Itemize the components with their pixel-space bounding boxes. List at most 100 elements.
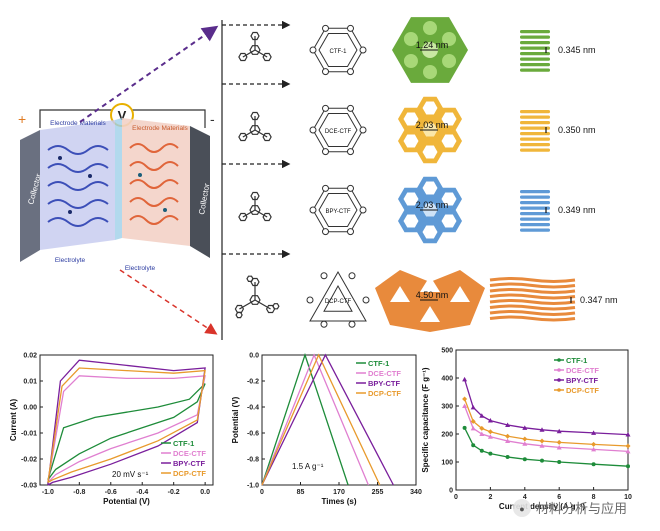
- plus-sign: +: [18, 111, 26, 127]
- x-tick-label: 0: [260, 489, 264, 496]
- x-axis-label: Potential (V): [103, 497, 150, 506]
- data-point: [462, 396, 468, 402]
- right-electrode-block: [122, 118, 190, 246]
- right-electrode-label: Electrode Materials: [132, 125, 188, 132]
- data-point: [479, 413, 485, 418]
- data-point: [522, 436, 528, 442]
- y-axis-label: Specific capacitance (F g⁻¹): [421, 367, 430, 472]
- data-point: [591, 462, 596, 467]
- y-tick-label: 0.02: [23, 353, 37, 360]
- left-electrode-layers: [47, 145, 109, 227]
- y-tick-label: -0.01: [21, 431, 37, 438]
- data-point: [591, 441, 597, 447]
- chart-rate: 0 2 4 6 8 10 500 400 300 200 100 0 Current density (…: [421, 348, 632, 512]
- data-point: [625, 432, 631, 437]
- y-tick-label: 300: [441, 404, 453, 411]
- data-point: [470, 425, 476, 431]
- data-point: [487, 429, 493, 435]
- interlayer-spacing-label: 0.349 nm: [558, 205, 596, 215]
- y-tick-label: 0.0: [249, 353, 259, 360]
- structure-row-bpy-ctf: BPY-CTF 2.03 nm 0.349 nm: [238, 176, 596, 244]
- data-point: [470, 404, 476, 410]
- data-point: [479, 431, 485, 436]
- supercapacitor-schematic: V + - Collector Electrode Materials Elec…: [18, 103, 215, 272]
- data-point: [479, 448, 484, 453]
- pore-model-icon: [375, 270, 485, 332]
- interlayer-spacing-label: 0.347 nm: [580, 295, 618, 305]
- framework-name-label: DCE-CTF: [325, 129, 352, 135]
- x-tick-label: 10: [624, 494, 632, 501]
- series-line-dce-ctf: [463, 405, 629, 453]
- data-point: [505, 454, 510, 459]
- framework-ring-icon: [309, 184, 367, 236]
- y-tick-label: 100: [441, 460, 453, 467]
- left-electrolyte-label: Electrolyte: [55, 257, 86, 264]
- data-point: [488, 451, 493, 456]
- ion-dots: [58, 156, 167, 214]
- data-point: [539, 438, 545, 444]
- pore-size-label: 4.50 nm: [416, 290, 449, 300]
- data-point: [470, 418, 476, 424]
- data-point: [625, 443, 631, 449]
- data-point: [471, 443, 476, 448]
- series-line-dcp-ctf: [463, 398, 629, 447]
- minus-sign: -: [210, 111, 215, 127]
- y-tick-label: -0.02: [21, 457, 37, 464]
- data-point: [522, 441, 528, 446]
- left-electrode-label: Electrode Materials: [50, 120, 106, 127]
- framework-name-label: DCP-CTF: [325, 299, 352, 305]
- plot-frame: [39, 354, 214, 486]
- monomer-icon: [238, 31, 272, 62]
- x-tick-label: 0.0: [200, 489, 210, 496]
- legend-label: DCP-CTF: [173, 469, 206, 478]
- structure-rows: CTF-1 1.24 nm 0.345 nm DCE-CTF 2.03 nm 0.350 …: [234, 17, 618, 332]
- y-tick-label: 200: [441, 432, 453, 439]
- data-point: [625, 448, 631, 454]
- x-tick-label: -0.8: [73, 489, 85, 496]
- interlayer-stack-icon: [520, 30, 550, 72]
- left-collector: [20, 130, 40, 262]
- framework-ring-icon: [309, 104, 367, 156]
- left-electrode-block: [40, 120, 115, 250]
- x-tick-label: 340: [410, 489, 422, 496]
- x-tick-label: 2: [488, 494, 492, 501]
- purple-dashed-arrow: [79, 25, 219, 123]
- right-electrode-layers: [129, 143, 179, 225]
- pore-size-label: 2.03 nm: [416, 200, 449, 210]
- x-axis-label: Current density (A g⁻¹): [499, 502, 585, 511]
- monomer-icon: [238, 111, 272, 142]
- y-axis-label: Potential (V): [231, 396, 240, 443]
- series-line-dcp-ctf: [47, 367, 206, 483]
- framework-name-label: BPY-CTF: [325, 209, 350, 215]
- framework-name-label: CTF-1: [330, 49, 348, 55]
- series-line-bpy-ctf: [261, 353, 394, 486]
- plot-frame: [455, 349, 629, 491]
- interlayer-spacing-label: 0.345 nm: [558, 45, 596, 55]
- structure-row-ctf-1: CTF-1 1.24 nm 0.345 nm: [238, 17, 596, 83]
- x-tick-label: 4: [523, 494, 527, 501]
- separator-membrane: [115, 118, 122, 240]
- data-point: [487, 434, 493, 439]
- row-arrows: [222, 20, 291, 259]
- data-point: [539, 443, 545, 448]
- x-axis-label: Times (s): [322, 497, 357, 506]
- data-point: [626, 464, 630, 469]
- x-tick-label: 8: [592, 494, 596, 501]
- right-electrolyte-label: Electrolyte: [125, 265, 156, 272]
- x-tick-label: -1.0: [42, 489, 54, 496]
- y-tick-label: -0.8: [247, 457, 259, 464]
- interlayer-stack-icon: [520, 110, 550, 152]
- data-point: [505, 433, 511, 439]
- y-tick-label: -0.2: [247, 379, 259, 386]
- data-point: [556, 428, 562, 434]
- legend-label: CTF-1: [566, 356, 587, 365]
- y-tick-label: 0.00: [23, 405, 37, 412]
- data-point: [557, 460, 562, 464]
- series-line-dcp-ctf: [261, 353, 381, 486]
- data-point: [487, 418, 493, 423]
- x-tick-label: 170: [333, 489, 345, 496]
- series-line-ctf-1: [261, 352, 349, 486]
- framework-ring-icon: [309, 24, 367, 76]
- structure-row-dce-ctf: DCE-CTF 2.03 nm 0.350 nm: [238, 96, 596, 164]
